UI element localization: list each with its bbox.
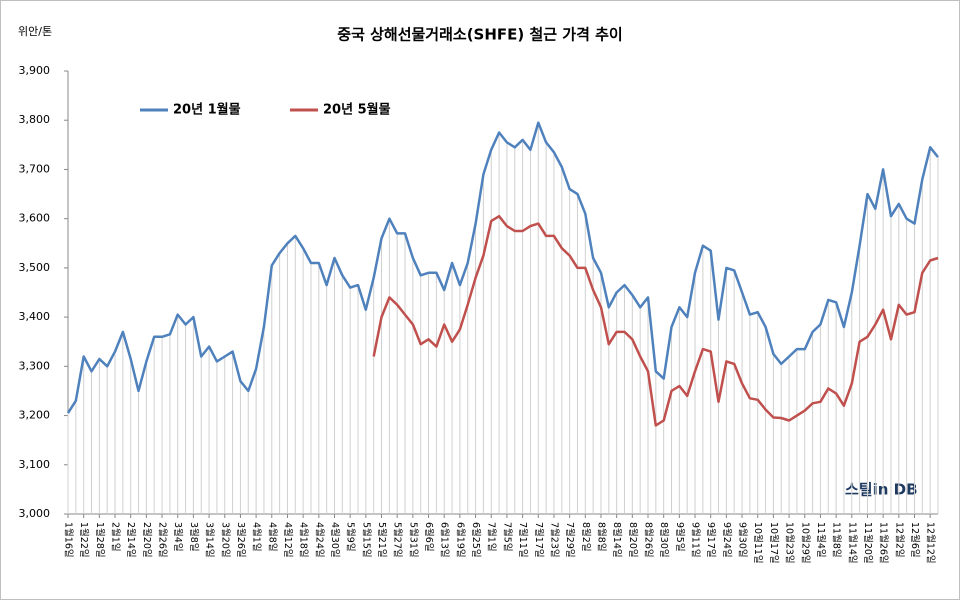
y-tick-label: 3,800: [19, 113, 51, 126]
x-tick-label: 2월14일: [125, 522, 137, 558]
x-tick-label: 4월24일: [313, 522, 325, 558]
x-tick-label: 4월1일: [251, 522, 263, 552]
x-tick-label: 9월5일: [674, 522, 686, 552]
x-tick-label: 12월6일: [909, 522, 921, 558]
x-tick-label: 8월30일: [658, 522, 670, 558]
y-unit: 위안/톤: [18, 25, 52, 38]
x-tick-label: 6월19일: [454, 522, 466, 558]
y-tick-label: 3,300: [19, 359, 51, 372]
legend-label: 20년 1월물: [173, 102, 241, 118]
y-tick-label: 3,900: [19, 64, 51, 77]
x-tick-label: 7월5일: [501, 522, 513, 552]
x-tick-label: 3월14일: [204, 522, 216, 558]
y-tick-label: 3,500: [19, 261, 51, 274]
x-tick-label: 1월22일: [78, 522, 90, 558]
x-tick-label: 8월2일: [580, 522, 592, 552]
y-tick-label: 3,200: [19, 409, 51, 422]
x-tick-label: 3월8일: [188, 522, 200, 552]
x-tick-label: 9월17일: [705, 522, 717, 558]
x-tick-label: 4월12일: [282, 522, 294, 558]
y-tick-label: 3,600: [19, 212, 51, 225]
x-tick-label: 9월11일: [690, 522, 702, 558]
x-tick-label: 8월14일: [611, 522, 623, 558]
x-tick-label: 5월27일: [392, 522, 404, 558]
x-tick-label: 7월1일: [486, 522, 498, 552]
series-line: [66, 121, 939, 414]
x-tick-label: 2월26일: [157, 522, 169, 558]
x-tick-label: 10월17일: [768, 522, 780, 564]
watermark: 스틸in DB: [845, 481, 918, 499]
x-tick-label: 10월11일: [752, 522, 764, 564]
x-tick-label: 6월25일: [470, 522, 482, 558]
x-tick-label: 11월26일: [878, 522, 890, 564]
x-tick-label: 3월4일: [172, 522, 184, 552]
x-tick-label: 1월28일: [94, 522, 106, 558]
x-tick-label: 8월8일: [595, 522, 607, 552]
x-tick-label: 11월8일: [831, 522, 843, 558]
x-tick-label: 4월30일: [329, 522, 341, 558]
y-tick-label: 3,100: [19, 458, 51, 471]
series-line: [372, 214, 939, 427]
x-tick-label: 5월21일: [376, 522, 388, 558]
x-tick-label: 3월20일: [219, 522, 231, 558]
x-tick-label: 7월29일: [564, 522, 576, 558]
x-tick-label: 5월9일: [345, 522, 357, 552]
x-tick-label: 12월2일: [893, 522, 905, 558]
y-tick-label: 3,700: [19, 162, 51, 175]
chart-title: 중국 상해선물거래소(SHFE) 철근 가격 추이: [337, 26, 622, 44]
x-tick-label: 9월24일: [721, 522, 733, 558]
x-tick-label: 4월8일: [266, 522, 278, 552]
legend-label: 20년 5월물: [323, 102, 391, 118]
y-tick-label: 3,000: [19, 507, 51, 520]
y-tick-label: 3,400: [19, 310, 51, 323]
x-tick-label: 7월17일: [533, 522, 545, 558]
x-tick-label: 7월23일: [548, 522, 560, 558]
x-tick-label: 2월1일: [110, 522, 122, 552]
x-tick-label: 6월6일: [423, 522, 435, 552]
x-tick-label: 3월26일: [235, 522, 247, 558]
x-tick-label: 11월14일: [846, 522, 858, 564]
x-tick-label: 2월20일: [141, 522, 153, 558]
x-tick-label: 10월29일: [799, 522, 811, 564]
x-tick-label: 5월15일: [360, 522, 372, 558]
x-tick-label: 5월31일: [407, 522, 419, 558]
x-tick-label: 9월30일: [737, 522, 749, 558]
x-tick-label: 10월23일: [784, 522, 796, 564]
x-tick-label: 11월20일: [862, 522, 874, 564]
x-tick-label: 7월11일: [517, 522, 529, 558]
x-tick-label: 4월18일: [298, 522, 310, 558]
x-tick-label: 1월16일: [63, 522, 75, 558]
x-tick-label: 8월20일: [627, 522, 639, 558]
x-tick-label: 11월4일: [815, 522, 827, 558]
x-tick-label: 12월12일: [925, 522, 937, 564]
x-tick-label: 6월13일: [439, 522, 451, 558]
x-tick-label: 8월26일: [643, 522, 655, 558]
